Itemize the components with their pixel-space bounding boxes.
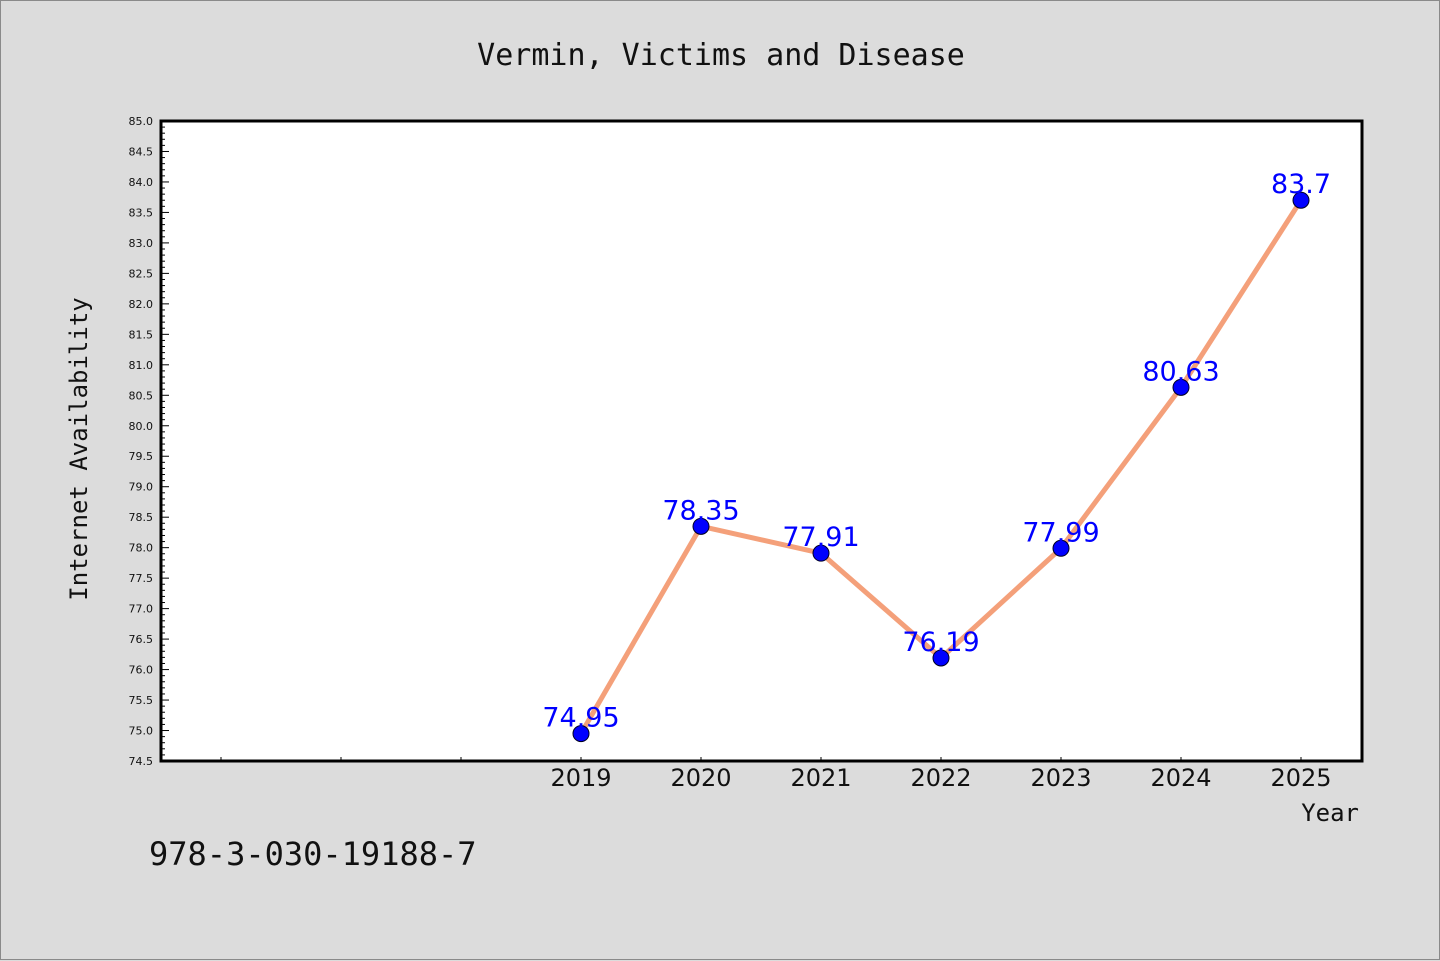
y-tick-label: 77.5 [129, 572, 154, 585]
y-tick-label: 80.0 [129, 420, 154, 433]
x-tick-label: 2021 [790, 764, 851, 792]
footer-isbn: 978-3-030-19188-7 [149, 835, 477, 873]
x-tick-label: 2022 [910, 764, 971, 792]
x-axis: 2019 2020 2021 2022 2023 2024 2025 [220, 757, 1332, 792]
y-tick-label: 75.0 [129, 725, 154, 738]
x-tick-label: 2019 [550, 764, 611, 792]
x-tick-label: 2023 [1030, 764, 1091, 792]
data-label-2023: 77.99 [1022, 517, 1099, 548]
series-internet-availability: 74.95 78.35 77.91 76.19 77.99 80.63 83.7 [542, 169, 1331, 743]
y-tick-label: 77.0 [129, 603, 154, 616]
data-point-2024 [1172, 378, 1190, 396]
y-tick-label: 85.0 [129, 115, 154, 128]
data-label-2022: 76.19 [902, 627, 979, 658]
data-point-2023 [1052, 539, 1070, 557]
data-label-2020: 78.35 [662, 495, 739, 526]
data-point-2025 [1292, 191, 1310, 209]
y-tick-label: 78.5 [129, 511, 154, 524]
x-axis-title: Year [1301, 799, 1359, 827]
y-tick-label: 80.5 [129, 389, 154, 402]
y-tick-label: 84.0 [129, 176, 154, 189]
data-label-2019: 74.95 [542, 703, 619, 734]
data-label-2025: 83.7 [1271, 169, 1331, 200]
y-tick-label: 84.5 [129, 145, 154, 158]
y-tick-label: 78.0 [129, 542, 154, 555]
data-point-2020 [692, 517, 710, 535]
y-tick-label: 79.0 [129, 481, 154, 494]
y-tick-label: 82.5 [129, 267, 154, 280]
data-label-2021: 77.91 [782, 522, 859, 553]
x-tick-label: 2020 [670, 764, 731, 792]
data-point-2019 [572, 725, 590, 743]
y-axis-title: Internet Availability [65, 297, 93, 600]
y-axis: 74.5 75.0 75.5 76.0 76.5 77.0 77.5 78.0 78.5 79.0… [129, 115, 169, 768]
y-tick-label: 83.5 [129, 206, 154, 219]
plot-area [159, 119, 1364, 763]
data-point-2022 [932, 649, 950, 667]
y-tick-label: 81.0 [129, 359, 154, 372]
y-tick-label: 82.0 [129, 298, 154, 311]
y-tick-label: 75.5 [129, 694, 154, 707]
y-tick-label: 79.5 [129, 450, 154, 463]
chart-title: Vermin, Victims and Disease [477, 38, 965, 73]
y-tick-label: 74.5 [129, 755, 154, 768]
data-point-2021 [812, 544, 830, 562]
y-tick-label: 76.5 [129, 633, 154, 646]
x-tick-label: 2025 [1270, 764, 1331, 792]
y-tick-label: 83.0 [129, 237, 154, 250]
data-label-2024: 80.63 [1142, 356, 1219, 387]
x-tick-label: 2024 [1150, 764, 1211, 792]
y-tick-label: 76.0 [129, 664, 154, 677]
y-tick-label: 81.5 [129, 328, 154, 341]
